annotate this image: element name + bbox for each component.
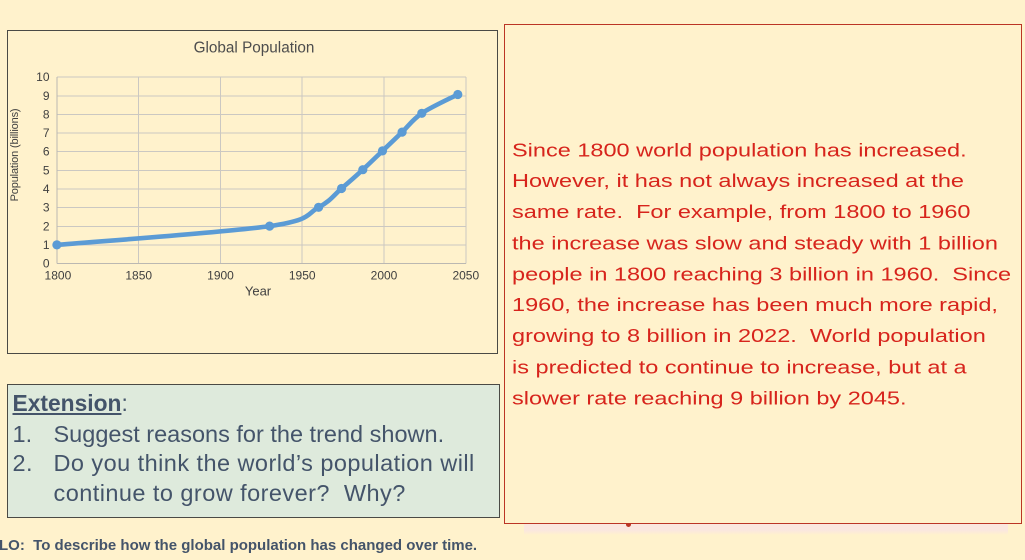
svg-text:Global Population: Global Population bbox=[193, 39, 314, 56]
svg-text:2: 2 bbox=[42, 219, 49, 233]
svg-text:4: 4 bbox=[42, 182, 49, 196]
svg-text:1: 1 bbox=[42, 238, 49, 252]
svg-text:7: 7 bbox=[42, 126, 49, 140]
svg-text:1950: 1950 bbox=[288, 268, 315, 282]
svg-text:Population (billions): Population (billions) bbox=[9, 108, 21, 201]
svg-text:8: 8 bbox=[42, 107, 49, 121]
svg-text:1850: 1850 bbox=[125, 268, 152, 282]
svg-text:1900: 1900 bbox=[207, 268, 234, 282]
svg-text:Year: Year bbox=[244, 283, 271, 298]
svg-text:2000: 2000 bbox=[370, 268, 397, 282]
svg-text:3: 3 bbox=[42, 200, 49, 214]
svg-text:0: 0 bbox=[42, 256, 49, 270]
svg-text:1800: 1800 bbox=[44, 268, 71, 282]
svg-text:9: 9 bbox=[42, 89, 49, 103]
svg-text:6: 6 bbox=[42, 144, 49, 158]
svg-text:5: 5 bbox=[42, 163, 49, 177]
svg-text:2050: 2050 bbox=[452, 268, 479, 282]
svg-text:10: 10 bbox=[36, 70, 50, 84]
